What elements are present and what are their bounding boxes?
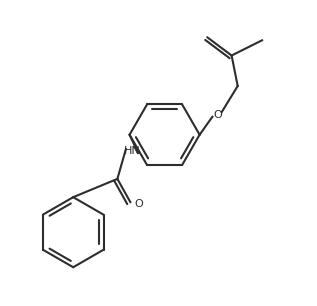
Text: HN: HN	[124, 147, 141, 156]
Text: O: O	[214, 110, 222, 120]
Text: O: O	[134, 199, 143, 209]
